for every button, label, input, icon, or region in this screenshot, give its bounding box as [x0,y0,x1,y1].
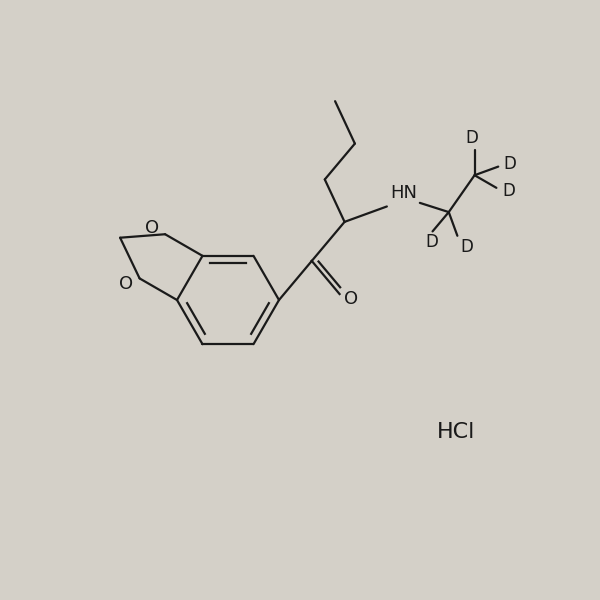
Text: D: D [504,155,517,173]
Text: HN: HN [390,184,417,202]
Text: O: O [145,219,159,237]
Text: O: O [344,290,359,308]
Text: D: D [502,182,515,200]
Text: O: O [119,275,133,293]
Text: D: D [465,129,478,147]
Text: HCl: HCl [437,422,475,442]
Text: D: D [461,238,473,256]
Text: D: D [425,233,438,251]
